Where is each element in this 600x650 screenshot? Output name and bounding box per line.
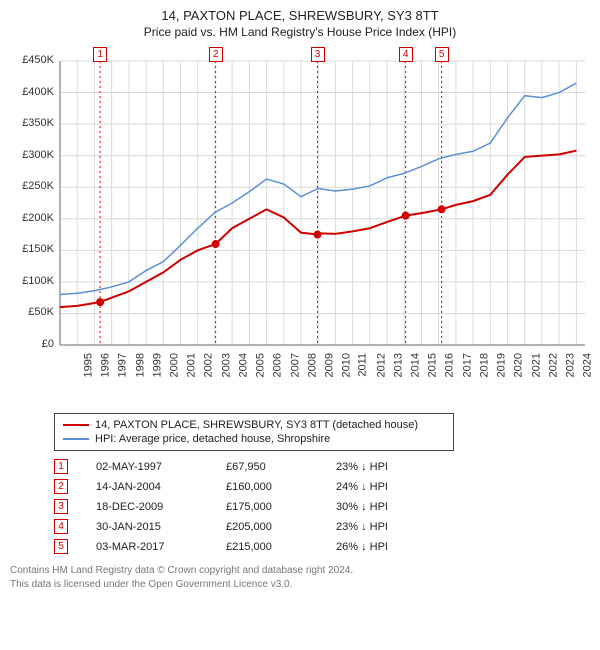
price-chart: £0 £50K £100K £150K £200K £250K £300K £350K £400…	[10, 45, 590, 405]
legend-swatch-property	[63, 424, 89, 426]
x-tick-label: 2014	[410, 353, 422, 377]
sales-row: 4 30-JAN-2015£205,00023% ↓ HPI	[54, 519, 590, 534]
y-tick-label: £400K	[10, 86, 54, 98]
x-tick-label: 2012	[375, 353, 387, 377]
x-tick-label: 2017	[461, 353, 473, 377]
sale-diff: 23% ↓ HPI	[336, 521, 426, 533]
sale-marker-5: 5	[435, 47, 449, 62]
legend-item-property: 14, PAXTON PLACE, SHREWSBURY, SY3 8TT (d…	[63, 418, 445, 432]
sale-diff: 30% ↓ HPI	[336, 501, 426, 513]
sale-index: 4	[54, 519, 68, 534]
sale-marker-4: 4	[399, 47, 413, 62]
sale-diff: 26% ↓ HPI	[336, 541, 426, 553]
x-tick-label: 2018	[478, 353, 490, 377]
chart-title-block: 14, PAXTON PLACE, SHREWSBURY, SY3 8TT Pr…	[10, 8, 590, 39]
sale-date: 02-MAY-1997	[96, 461, 226, 473]
y-tick-label: £0	[10, 338, 54, 350]
x-tick-label: 2024	[582, 353, 594, 377]
legend-item-hpi: HPI: Average price, detached house, Shro…	[63, 432, 445, 446]
x-tick-label: 2004	[237, 353, 249, 377]
sale-date: 03-MAR-2017	[96, 541, 226, 553]
legend-label-property: 14, PAXTON PLACE, SHREWSBURY, SY3 8TT (d…	[95, 419, 418, 431]
sale-index: 2	[54, 479, 68, 494]
x-tick-label: 2005	[255, 353, 267, 377]
x-tick-label: 2009	[323, 353, 335, 377]
footer-line1: Contains HM Land Registry data © Crown c…	[10, 564, 590, 578]
sale-date: 30-JAN-2015	[96, 521, 226, 533]
x-tick-label: 2019	[496, 353, 508, 377]
footer: Contains HM Land Registry data © Crown c…	[10, 564, 590, 591]
y-tick-label: £300K	[10, 149, 54, 161]
x-tick-label: 2020	[513, 353, 525, 377]
sale-marker-2: 2	[209, 47, 223, 62]
sale-diff: 23% ↓ HPI	[336, 461, 426, 473]
sale-diff: 24% ↓ HPI	[336, 481, 426, 493]
sale-date: 18-DEC-2009	[96, 501, 226, 513]
x-tick-label: 2008	[306, 353, 318, 377]
x-tick-label: 2015	[427, 353, 439, 377]
sale-index: 3	[54, 499, 68, 514]
legend-swatch-hpi	[63, 438, 89, 440]
title-line1: 14, PAXTON PLACE, SHREWSBURY, SY3 8TT	[10, 8, 590, 23]
x-tick-label: 2022	[547, 353, 559, 377]
title-line2: Price paid vs. HM Land Registry's House …	[10, 25, 590, 39]
x-tick-label: 2011	[357, 353, 369, 377]
y-tick-label: £250K	[10, 180, 54, 192]
x-tick-label: 2010	[341, 353, 353, 377]
x-tick-label: 1999	[151, 353, 163, 377]
x-tick-label: 2000	[169, 353, 181, 377]
x-tick-label: 2021	[530, 353, 542, 377]
sale-price: £175,000	[226, 501, 336, 513]
x-tick-label: 2006	[272, 353, 284, 377]
sale-price: £215,000	[226, 541, 336, 553]
y-tick-label: £150K	[10, 243, 54, 255]
x-tick-label: 2002	[203, 353, 215, 377]
sale-index: 5	[54, 539, 68, 554]
x-tick-label: 1997	[117, 353, 129, 377]
x-tick-label: 2016	[444, 353, 456, 377]
footer-line2: This data is licensed under the Open Gov…	[10, 578, 590, 592]
sale-price: £205,000	[226, 521, 336, 533]
x-tick-label: 2003	[220, 353, 232, 377]
sale-index: 1	[54, 459, 68, 474]
legend-label-hpi: HPI: Average price, detached house, Shro…	[95, 433, 330, 445]
chart-svg	[10, 45, 590, 405]
sales-row: 5 03-MAR-2017£215,00026% ↓ HPI	[54, 539, 590, 554]
sales-row: 2 14-JAN-2004£160,00024% ↓ HPI	[54, 479, 590, 494]
x-tick-label: 2023	[564, 353, 576, 377]
x-tick-label: 1996	[100, 353, 112, 377]
y-tick-label: £200K	[10, 212, 54, 224]
x-tick-label: 1998	[134, 353, 146, 377]
x-tick-label: 2001	[186, 353, 198, 377]
sales-table: 102-MAY-1997£67,95023% ↓ HPI214-JAN-2004…	[54, 459, 590, 554]
y-tick-label: £350K	[10, 117, 54, 129]
sale-date: 14-JAN-2004	[96, 481, 226, 493]
sale-price: £67,950	[226, 461, 336, 473]
sales-row: 1 02-MAY-1997£67,95023% ↓ HPI	[54, 459, 590, 474]
sales-row: 3 18-DEC-2009£175,00030% ↓ HPI	[54, 499, 590, 514]
legend: 14, PAXTON PLACE, SHREWSBURY, SY3 8TT (d…	[54, 413, 454, 451]
sale-marker-3: 3	[311, 47, 325, 62]
x-tick-label: 1995	[82, 353, 94, 377]
sale-marker-1: 1	[93, 47, 107, 62]
y-tick-label: £100K	[10, 275, 54, 287]
y-tick-label: £50K	[10, 306, 54, 318]
x-tick-label: 2007	[289, 353, 301, 377]
sale-price: £160,000	[226, 481, 336, 493]
x-tick-label: 2013	[392, 353, 404, 377]
y-tick-label: £450K	[10, 54, 54, 66]
